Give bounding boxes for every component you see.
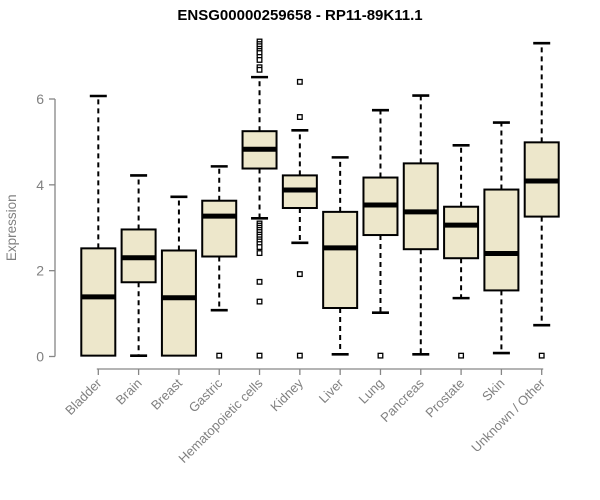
outlier-point [256,66,263,73]
box-rect [443,205,480,260]
chart-title: ENSG00000259658 - RP11-89K11.1 [177,7,423,24]
box-group-gastric [201,165,238,359]
box-rect [322,210,359,310]
outlier-point [256,352,263,359]
outlier-point [296,352,303,359]
outlier-point [458,352,465,359]
box-group-pancreas [402,94,439,356]
y-tick-label: 4 [36,177,44,193]
outlier-point [216,352,223,359]
outlier-point [296,78,303,85]
y-tick-label: 6 [36,91,44,107]
y-tick-label: 0 [36,349,44,365]
box-group-kidney [281,78,318,359]
outlier-point [256,250,263,257]
box-group-hematopoietic-cells [241,38,278,359]
box-group-brain [120,174,157,357]
outlier-point [256,56,263,63]
box-group-liver [322,156,359,356]
box-group-prostate [443,144,480,359]
x-tick-label-liver: Liver [316,375,347,406]
x-tick-label-breast: Breast [148,375,185,412]
box-rect [160,249,197,357]
box-rect [201,199,238,258]
box-group-lung [362,108,399,359]
x-tick-label-brain: Brain [113,376,145,408]
box-group-breast [160,195,197,357]
x-tick-label-prostate: Prostate [422,376,467,421]
outlier-point [296,114,303,120]
x-tick-label-pancreas: Pancreas [377,375,427,425]
x-tick-label-unknown-other: Unknown / Other [468,375,548,455]
outlier-point [256,298,263,305]
x-tick-label-lung: Lung [356,376,387,407]
outlier-point [377,352,384,359]
x-tick-label-skin: Skin [479,376,507,404]
x-tick-label-kidney: Kidney [267,375,306,414]
outlier-point [296,271,303,278]
box-group-skin [483,121,520,355]
box-rect [80,247,117,357]
box-rect [483,188,520,292]
box-group-unknown-other [523,41,560,359]
outlier-point [256,244,263,251]
x-tick-label-gastric: Gastric [186,375,226,415]
x-tick-label-bladder: Bladder [62,375,105,418]
y-tick-label: 2 [36,263,44,279]
box-rect [402,162,439,251]
box-group-bladder [80,94,117,357]
outlier-point [256,278,263,285]
y-axis-title: Expression [4,194,19,261]
outlier-point [538,352,545,359]
